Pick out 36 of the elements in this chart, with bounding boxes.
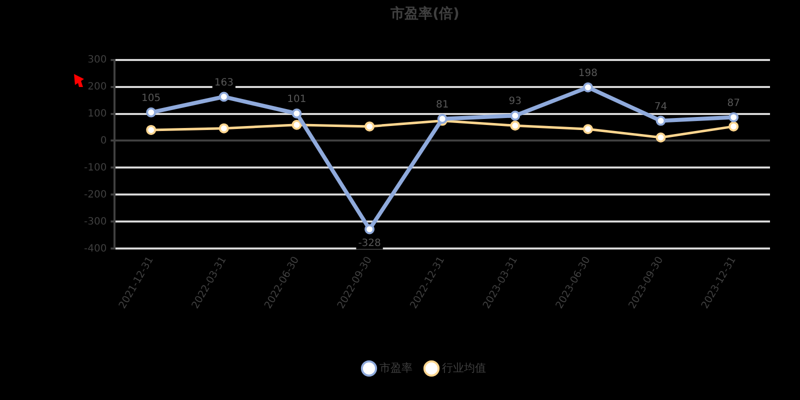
point: [582, 82, 593, 92]
point: [146, 107, 156, 118]
data-label: 74: [654, 101, 668, 112]
y-tick-label: 200: [88, 81, 107, 92]
y-tick-label: -400: [84, 243, 107, 254]
point: [656, 116, 666, 126]
point: [510, 120, 520, 131]
point: [292, 108, 302, 118]
point: [582, 124, 593, 134]
data-label: 198: [578, 68, 598, 79]
point: [364, 224, 375, 234]
y-tick-label: -300: [84, 216, 107, 228]
point: [728, 121, 739, 132]
point: [292, 120, 302, 130]
y-tick-label: 100: [88, 108, 107, 120]
data-label: 105: [142, 93, 161, 104]
point: [146, 124, 156, 135]
data-label: 163: [214, 77, 234, 88]
point: [656, 132, 666, 143]
point: [510, 110, 520, 121]
y-tick-label: 300: [88, 54, 107, 66]
data-label: 93: [508, 96, 522, 108]
data-label: -328: [358, 238, 381, 249]
point: [218, 92, 229, 102]
legend-label: 行业均值: [442, 361, 486, 374]
point: [728, 112, 739, 122]
data-label: 81: [436, 99, 449, 110]
chart-title: 市盈率(倍): [390, 5, 460, 22]
y-tick-label: 0: [100, 135, 107, 146]
y-tick-label: -100: [84, 162, 107, 174]
point: [364, 121, 375, 132]
y-tick-label: -200: [84, 189, 107, 200]
point: [218, 123, 229, 134]
legend-label: 市盈率: [380, 361, 412, 374]
data-label: 87: [727, 98, 740, 109]
data-label: 101: [287, 94, 306, 106]
